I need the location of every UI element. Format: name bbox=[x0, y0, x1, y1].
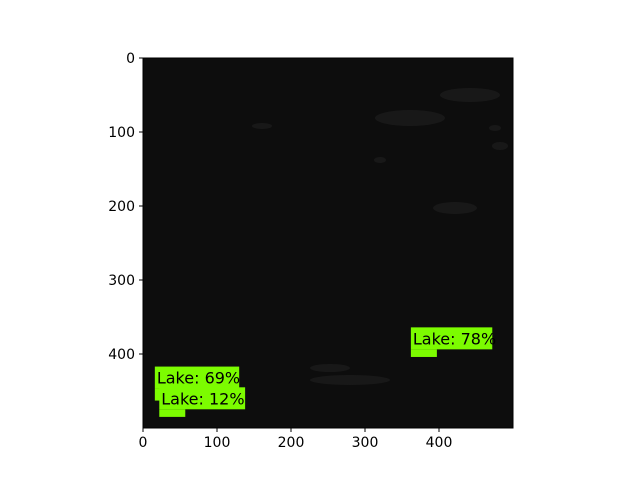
detection-label: Lake: 69% bbox=[157, 369, 240, 388]
detection-label: Lake: 12% bbox=[161, 389, 244, 408]
y-tick-label: 300 bbox=[108, 273, 135, 289]
axes-frame bbox=[142, 57, 514, 429]
detection-label-background bbox=[410, 327, 493, 350]
x-tick-label: 400 bbox=[426, 435, 453, 451]
image-panel bbox=[142, 57, 514, 429]
x-tick-label: 200 bbox=[278, 435, 305, 451]
detection-region bbox=[410, 349, 437, 357]
y-axis: 0 100 200 300 400 bbox=[108, 51, 143, 363]
terrain-speckle bbox=[252, 88, 508, 385]
detection-label-background bbox=[154, 366, 240, 389]
x-tick-label: 0 bbox=[139, 435, 148, 451]
x-tick-label: 100 bbox=[204, 435, 231, 451]
x-axis: 0 100 200 300 400 bbox=[139, 428, 453, 451]
y-tick-label: 100 bbox=[108, 125, 135, 141]
y-tick-label: 0 bbox=[126, 51, 135, 67]
x-tick-label: 300 bbox=[352, 435, 379, 451]
y-tick-label: 200 bbox=[108, 199, 135, 215]
detection-box: Lake: 78% bbox=[410, 327, 496, 357]
detection-region bbox=[159, 409, 186, 417]
detections: Lake: 78% Lake: 69%Lake: 12% bbox=[154, 327, 496, 417]
detection-box: Lake: 12% bbox=[159, 387, 246, 417]
y-tick-label: 400 bbox=[108, 347, 135, 363]
detection-label-background bbox=[159, 387, 246, 410]
detection-label: Lake: 78% bbox=[413, 329, 496, 348]
